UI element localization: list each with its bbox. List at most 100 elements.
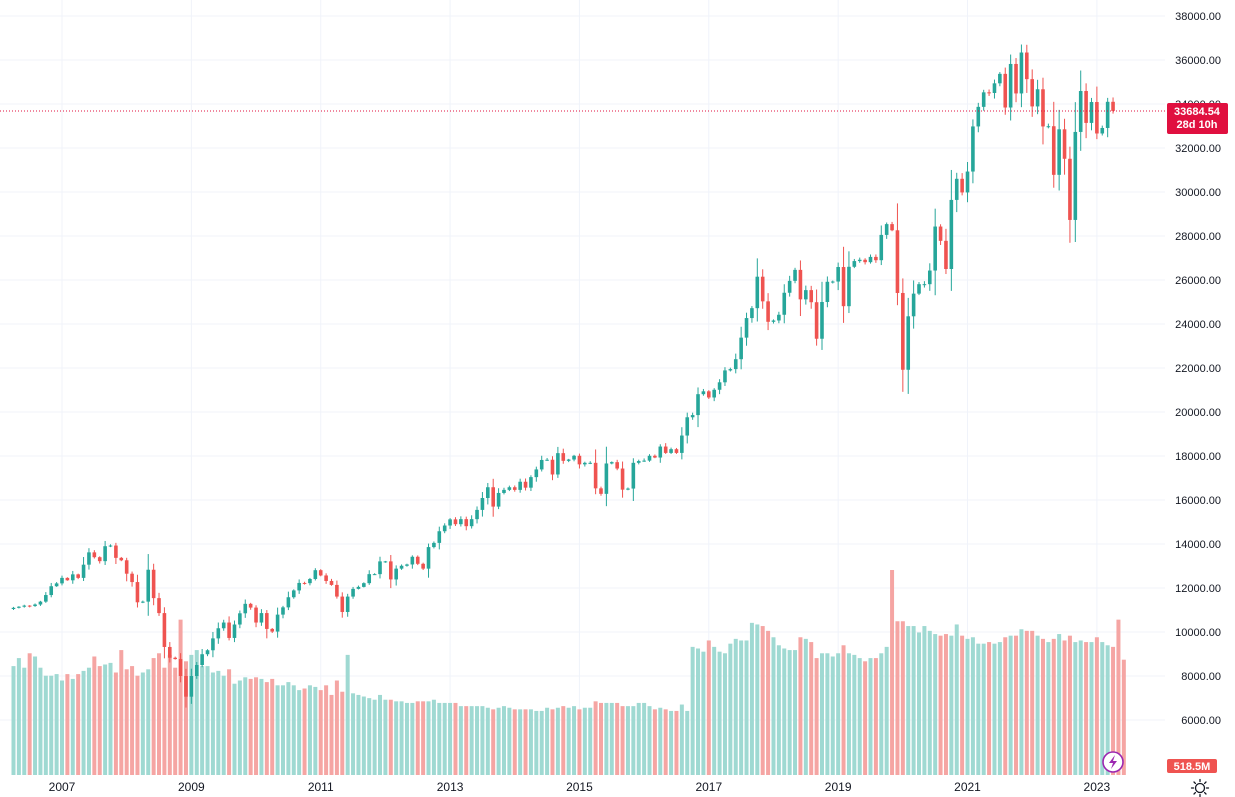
candle [523,478,528,491]
volume-bar [475,706,480,775]
volume-bar [60,680,64,775]
candle [496,488,501,510]
candle [22,604,27,608]
volume-bar [1084,642,1089,775]
candle-body [54,583,59,587]
candle [270,627,275,633]
candle [820,281,824,350]
volume-bar [388,699,393,775]
candle-body [841,267,846,307]
volume-bar [232,683,237,775]
candle-body [265,613,269,629]
settings-icon[interactable] [1190,778,1210,797]
volume-bar [205,666,210,775]
volume-bar [588,707,593,775]
candle [491,478,495,517]
candle [512,485,517,492]
candle [906,297,911,394]
candle-body [340,596,345,612]
price-tick-label: 18000.00 [1175,451,1221,463]
candle [1041,77,1045,145]
candle [933,208,937,296]
candle-body [491,487,495,507]
candle-body [1008,63,1013,108]
candle-body [998,73,1002,84]
candle-body [647,455,652,461]
candle-body [680,435,684,453]
last-volume-label: 518.5M [1174,761,1211,773]
volume-bar [275,685,280,775]
candle-body [464,519,469,527]
candle [1046,123,1051,129]
candle-body [135,582,140,603]
candle-body [1003,73,1008,108]
candle-body [1057,129,1061,175]
candle [879,225,884,266]
volume-bar [863,661,868,775]
candle-body [475,509,479,520]
volume-bar [259,678,264,775]
volume-bar [917,632,922,775]
candle [38,600,43,606]
candle [394,565,398,586]
candle-body [884,224,889,235]
replay-button[interactable] [1102,751,1124,773]
volume-bar [264,682,269,775]
candle [464,516,469,531]
candle [205,649,210,657]
candle-body [270,628,275,632]
candle [1019,44,1024,108]
candle [1089,97,1094,131]
volume-bar [620,706,625,775]
candle-body [17,606,21,608]
volume-bar [787,650,792,775]
candle-body [938,226,943,241]
volume-bar [793,650,798,775]
time-axis-panel[interactable] [0,775,1166,797]
volume-bar [1116,619,1121,775]
candle-body [933,226,937,271]
candle-body [114,545,118,558]
candle [911,280,916,329]
candle [372,573,377,576]
candle [232,620,237,643]
volume-bar [421,701,426,775]
volume-bar [933,634,938,775]
time-tick-label: 2021 [954,780,981,794]
volume-bar [307,685,312,775]
candle [971,119,975,184]
volume-bar [27,653,32,775]
time-axis: 2007 2009 2011 2013 2015 2017 2019 2021 2023 [49,780,1111,794]
volume-bar [65,674,70,775]
volume-bar [997,642,1002,775]
volume-bar [302,688,307,775]
candle [426,543,431,578]
candle-body [168,646,172,658]
candle [1062,118,1067,175]
candle-body [119,557,124,561]
candle [863,258,867,265]
volume-bar [124,669,129,775]
volume-bar [1019,629,1024,775]
candle [852,258,857,269]
last-price-badge: 33684.54 28d 10h [1167,102,1228,134]
candle-body [308,578,312,584]
volume-bar [431,699,436,775]
candle [830,280,835,284]
candle-body [502,489,506,493]
candle-body [1100,127,1105,134]
candle-body [33,604,37,607]
candle-body [87,552,91,565]
volume-bar [221,675,226,775]
volume-bar [749,622,754,775]
candle-body [1078,91,1083,132]
candle-body [27,605,32,607]
candle [119,556,124,562]
volume-bar [604,702,609,775]
volume-bar [852,654,857,775]
candle-body [345,596,350,612]
candle-body [378,561,382,575]
candle-body [335,584,339,597]
candle-body [211,638,215,651]
